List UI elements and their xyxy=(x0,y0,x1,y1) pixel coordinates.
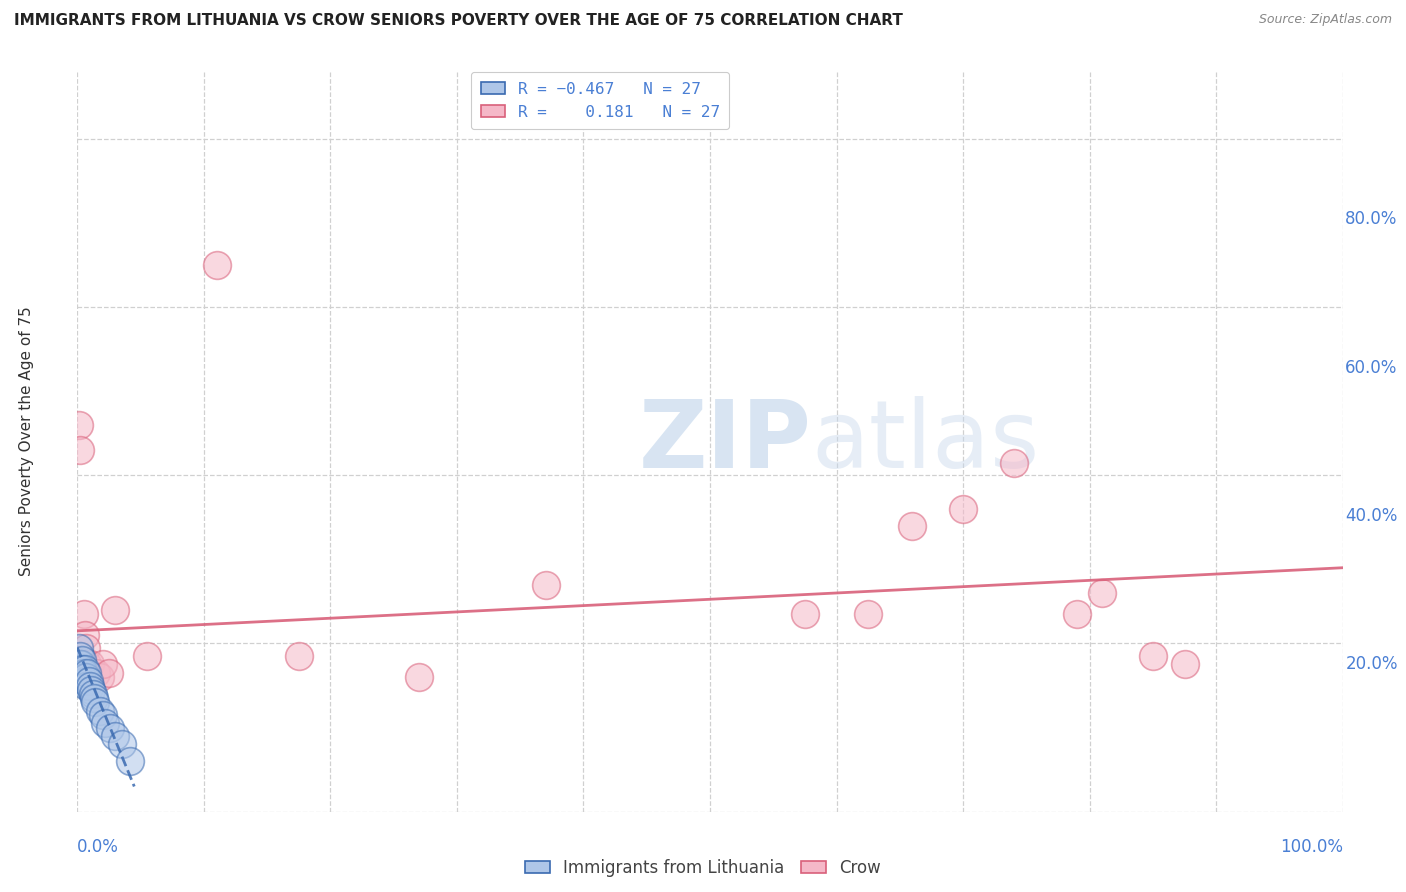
Point xyxy=(73,665,96,680)
Point xyxy=(83,691,105,706)
Text: 40.0%: 40.0% xyxy=(1346,507,1398,524)
Point xyxy=(91,657,114,672)
Point xyxy=(794,607,817,621)
Point xyxy=(70,665,93,680)
Point xyxy=(75,679,97,693)
Text: 60.0%: 60.0% xyxy=(1346,359,1398,376)
Point xyxy=(136,649,159,664)
Point xyxy=(104,729,127,743)
Point xyxy=(1066,607,1088,621)
Text: Source: ZipAtlas.com: Source: ZipAtlas.com xyxy=(1258,13,1392,27)
Point xyxy=(80,682,103,697)
Point xyxy=(70,657,93,672)
Text: 0.0%: 0.0% xyxy=(77,838,120,855)
Point xyxy=(534,577,557,591)
Point xyxy=(89,704,111,718)
Point xyxy=(69,657,91,672)
Text: Seniors Poverty Over the Age of 75: Seniors Poverty Over the Age of 75 xyxy=(20,307,34,576)
Point xyxy=(1174,657,1197,672)
Point xyxy=(73,628,96,642)
Point xyxy=(89,670,111,684)
Point xyxy=(111,738,132,752)
Point xyxy=(82,687,104,701)
Point xyxy=(77,674,100,689)
Point xyxy=(1091,586,1114,600)
Text: IMMIGRANTS FROM LITHUANIA VS CROW SENIORS POVERTY OVER THE AGE OF 75 CORRELATION: IMMIGRANTS FROM LITHUANIA VS CROW SENIOR… xyxy=(14,13,903,29)
Text: ZIP: ZIP xyxy=(638,395,811,488)
Point xyxy=(73,662,96,676)
Point xyxy=(86,665,108,680)
Point xyxy=(84,695,107,709)
Point xyxy=(858,607,880,621)
Point xyxy=(901,518,924,533)
Point xyxy=(76,657,98,672)
Point xyxy=(76,665,98,680)
Point xyxy=(104,603,127,617)
Point xyxy=(75,640,97,655)
Point xyxy=(91,708,114,723)
Point xyxy=(98,721,121,735)
Point xyxy=(73,607,96,621)
Point xyxy=(952,501,974,516)
Point xyxy=(79,657,101,672)
Legend: R = −0.467   N = 27, R =    0.181   N = 27: R = −0.467 N = 27, R = 0.181 N = 27 xyxy=(471,72,730,129)
Point xyxy=(72,653,94,667)
Legend: Immigrants from Lithuania, Crow: Immigrants from Lithuania, Crow xyxy=(519,853,887,884)
Point xyxy=(94,716,117,731)
Point xyxy=(73,670,96,684)
Point xyxy=(98,665,120,680)
Text: 100.0%: 100.0% xyxy=(1279,838,1343,855)
Point xyxy=(287,649,309,664)
Text: atlas: atlas xyxy=(811,395,1039,488)
Point xyxy=(67,417,90,432)
Point xyxy=(69,649,91,664)
Text: 20.0%: 20.0% xyxy=(1346,655,1398,673)
Point xyxy=(75,670,97,684)
Point xyxy=(205,258,228,272)
Point xyxy=(72,662,94,676)
Point xyxy=(79,679,101,693)
Point xyxy=(1142,649,1164,664)
Point xyxy=(120,754,142,768)
Text: 80.0%: 80.0% xyxy=(1346,211,1398,228)
Point xyxy=(408,670,430,684)
Point xyxy=(69,442,91,457)
Point xyxy=(73,674,96,689)
Point xyxy=(67,640,90,655)
Point xyxy=(1002,456,1025,470)
